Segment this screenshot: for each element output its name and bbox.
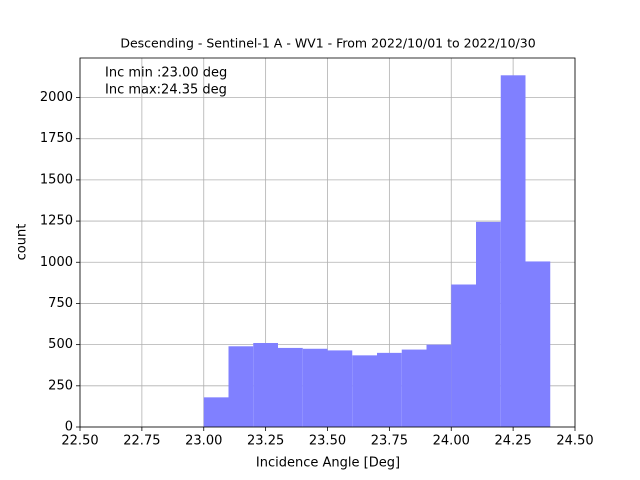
y-tick-label: 1250 xyxy=(40,214,73,229)
x-tick-label: 23.75 xyxy=(371,434,408,449)
y-tick-label: 250 xyxy=(48,378,73,393)
bar xyxy=(352,355,377,427)
x-tick-label: 24.50 xyxy=(556,434,593,449)
bars xyxy=(203,75,551,427)
y-tick-label: 0 xyxy=(65,420,73,435)
annotation: Inc max:24.35 deg xyxy=(105,83,227,98)
y-tick-label: 1750 xyxy=(40,131,73,146)
y-tick-label: 500 xyxy=(48,337,73,352)
y-tick-label: 750 xyxy=(48,296,73,311)
bar xyxy=(377,352,402,427)
x-tick-label: 22.75 xyxy=(123,434,160,449)
x-axis-label: Incidence Angle [Deg] xyxy=(256,456,400,471)
x-tick-label: 23.25 xyxy=(247,434,284,449)
bar xyxy=(253,342,278,427)
y-tick-label: 1500 xyxy=(40,172,73,187)
bar xyxy=(278,347,303,427)
y-tick-label: 1000 xyxy=(40,255,73,270)
x-tick-label: 24.25 xyxy=(495,434,532,449)
bar xyxy=(525,261,551,427)
bar xyxy=(476,221,501,427)
x-tick-label: 22.50 xyxy=(61,434,98,449)
bar xyxy=(500,75,526,427)
x-tick-label: 23.50 xyxy=(309,434,346,449)
annotation: Inc min :23.00 deg xyxy=(105,66,227,81)
y-tick-label: 2000 xyxy=(40,90,73,105)
bar xyxy=(451,284,476,427)
bar xyxy=(401,349,427,427)
bar xyxy=(327,350,353,427)
chart-title: Descending - Sentinel-1 A - WV1 - From 2… xyxy=(120,36,535,51)
bar xyxy=(228,346,254,427)
bar xyxy=(302,348,328,427)
axes-frame xyxy=(79,57,576,428)
y-axis-label: count xyxy=(15,224,30,261)
bar xyxy=(203,397,229,427)
x-tick-label: 23.00 xyxy=(185,434,222,449)
bar xyxy=(426,344,452,427)
x-tick-label: 24.00 xyxy=(433,434,470,449)
